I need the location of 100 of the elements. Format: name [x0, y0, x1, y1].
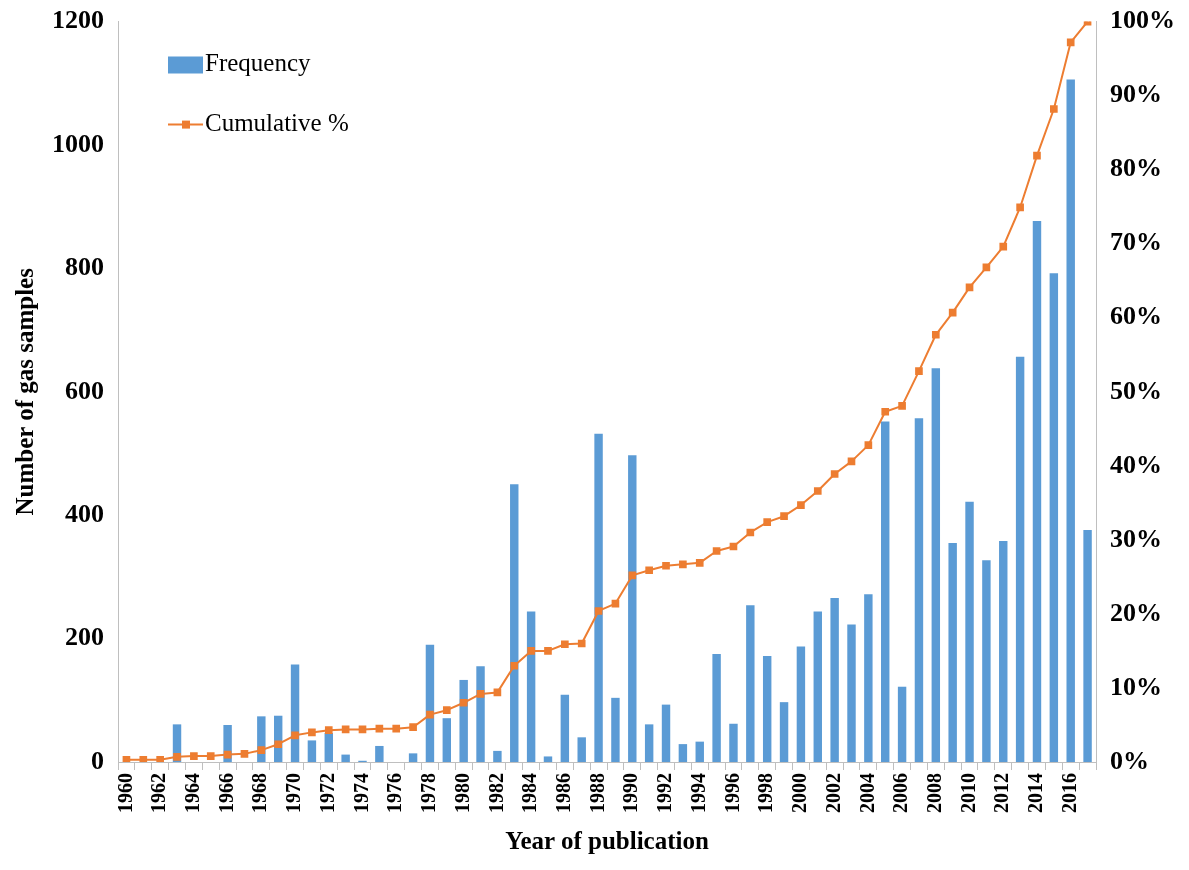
- bar: [931, 368, 941, 762]
- y2-tick-label: 50%: [1110, 375, 1162, 405]
- point: [763, 518, 772, 526]
- point: [864, 441, 873, 449]
- bar: [847, 624, 856, 762]
- x-tick-label: 2006: [889, 773, 912, 813]
- point: [645, 566, 653, 575]
- x-tick-label: 2014: [1024, 773, 1047, 813]
- x-tick-label: 2012: [990, 773, 1013, 813]
- y2-tick-label: 0%: [1110, 745, 1149, 775]
- point: [594, 607, 603, 615]
- x-tick-label: 1974: [349, 773, 372, 813]
- y-tick-label: 200: [65, 622, 104, 652]
- x-tick-label: 1964: [181, 773, 204, 813]
- point: [426, 710, 434, 719]
- bar: [982, 560, 991, 762]
- point: [308, 728, 316, 737]
- y-tick-label: 600: [65, 375, 104, 405]
- point: [1050, 105, 1058, 113]
- point: [139, 755, 148, 762]
- bar: [526, 611, 536, 762]
- point: [442, 706, 451, 714]
- y2-tick-label: 80%: [1110, 153, 1162, 183]
- bar: [999, 541, 1008, 762]
- x-tick-label: 1980: [450, 773, 473, 813]
- x-tick-label: 1968: [248, 773, 271, 813]
- point: [274, 740, 283, 749]
- x-tick-label: 1988: [585, 773, 608, 813]
- x-tick-label: 2010: [956, 773, 979, 813]
- y2-tick-label: 100%: [1110, 5, 1175, 35]
- x-tick-label: 2002: [821, 773, 844, 813]
- bar: [442, 718, 452, 762]
- point: [712, 547, 721, 555]
- point: [1066, 38, 1075, 47]
- point: [257, 746, 266, 754]
- x-tick-label: 1960: [113, 773, 136, 813]
- point: [190, 752, 198, 760]
- bar: [628, 455, 637, 762]
- bar: [712, 654, 721, 762]
- point: [662, 561, 670, 570]
- bar: [796, 646, 806, 762]
- point: [1033, 151, 1041, 160]
- point: [476, 690, 485, 698]
- y2-tick-label: 10%: [1110, 671, 1162, 701]
- point: [830, 470, 839, 478]
- y2-tick-label: 30%: [1110, 523, 1162, 553]
- bar: [965, 501, 974, 762]
- bar: [543, 756, 553, 762]
- y-tick-label: 0: [91, 745, 104, 775]
- x-tick-label: 1998: [754, 773, 777, 813]
- x-tick-label: 1992: [653, 773, 676, 813]
- bar: [611, 697, 620, 762]
- point: [628, 571, 637, 580]
- point: [324, 726, 333, 734]
- point: [122, 755, 131, 762]
- bar: [408, 753, 418, 762]
- bar: [897, 686, 907, 762]
- point: [375, 724, 384, 733]
- x-tick-label: 2000: [788, 773, 811, 813]
- x-tick-label: 1976: [383, 773, 406, 813]
- point: [291, 731, 299, 740]
- point: [510, 661, 519, 670]
- bar: [881, 421, 890, 762]
- y-tick-label: 800: [65, 252, 104, 282]
- point: [797, 501, 805, 509]
- point: [392, 724, 401, 733]
- x-tick-label: 1990: [619, 773, 642, 813]
- bar: [644, 724, 654, 762]
- point: [206, 752, 215, 760]
- point: [999, 242, 1008, 251]
- x-tick-label: 1986: [552, 773, 575, 813]
- x-axis-title: Year of publication: [505, 827, 709, 855]
- point: [240, 750, 249, 758]
- bar: [1066, 79, 1075, 762]
- y2-tick-label: 90%: [1110, 79, 1162, 109]
- bar: [678, 744, 688, 762]
- x-tick-label: 2008: [922, 773, 945, 813]
- point: [544, 647, 552, 655]
- bar: [1032, 220, 1042, 762]
- point: [1016, 203, 1024, 212]
- bar: [762, 655, 772, 762]
- bar: [661, 704, 671, 762]
- bar: [830, 597, 839, 762]
- bar: [729, 723, 738, 762]
- x-tick-label: 1970: [282, 773, 305, 813]
- bar: [510, 484, 519, 762]
- bar: [948, 542, 957, 762]
- x-tick-label: 1996: [720, 773, 743, 813]
- bar: [324, 733, 333, 762]
- bar: [290, 664, 300, 762]
- x-tick-label: 1962: [147, 773, 170, 813]
- bar: [864, 594, 873, 762]
- bar: [746, 605, 755, 762]
- bar: [476, 666, 485, 762]
- point: [915, 367, 923, 375]
- x-tick-label: 2004: [855, 773, 878, 813]
- point: [173, 752, 181, 761]
- x-tick-label: 1972: [315, 773, 338, 813]
- x-tick-label: 1966: [214, 773, 237, 813]
- point: [527, 647, 535, 655]
